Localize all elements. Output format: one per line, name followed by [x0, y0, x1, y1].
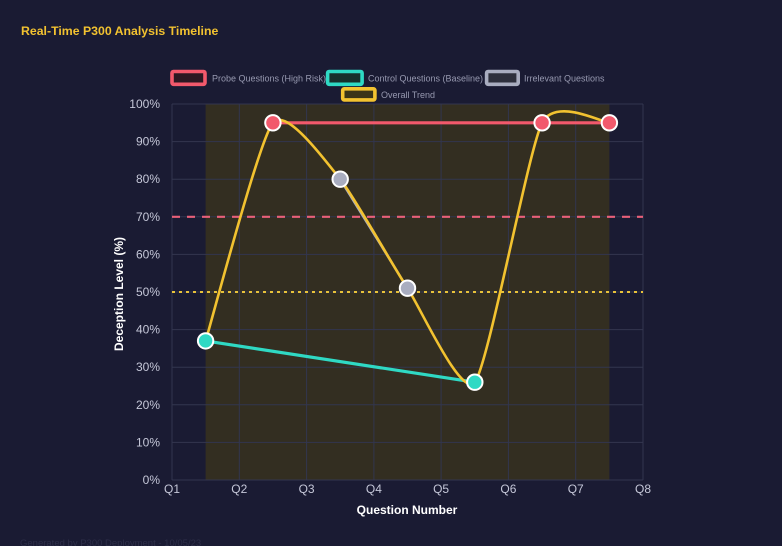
svg-text:Question Number: Question Number [357, 503, 458, 517]
svg-text:10%: 10% [136, 435, 160, 449]
svg-text:30%: 30% [136, 360, 160, 374]
svg-text:Probe Questions (High Risk): Probe Questions (High Risk) [212, 73, 326, 83]
svg-text:Q5: Q5 [433, 482, 449, 496]
svg-text:Deception Level (%): Deception Level (%) [112, 237, 126, 351]
svg-text:80%: 80% [136, 172, 160, 186]
svg-text:Q3: Q3 [299, 482, 315, 496]
svg-text:60%: 60% [136, 247, 160, 261]
svg-text:Q2: Q2 [231, 482, 247, 496]
svg-text:Q1: Q1 [164, 482, 180, 496]
svg-text:Control Questions (Baseline): Control Questions (Baseline) [368, 73, 483, 83]
svg-text:90%: 90% [136, 135, 160, 149]
svg-text:70%: 70% [136, 210, 160, 224]
svg-text:0%: 0% [143, 473, 161, 487]
svg-text:50%: 50% [136, 285, 160, 299]
svg-text:Q4: Q4 [366, 482, 382, 496]
svg-text:Q8: Q8 [635, 482, 651, 496]
svg-text:20%: 20% [136, 398, 160, 412]
svg-text:Overall Trend: Overall Trend [381, 90, 435, 100]
svg-text:Irrelevant Questions: Irrelevant Questions [524, 73, 605, 83]
svg-text:Q7: Q7 [568, 482, 584, 496]
svg-text:Q6: Q6 [500, 482, 516, 496]
svg-text:40%: 40% [136, 323, 160, 337]
